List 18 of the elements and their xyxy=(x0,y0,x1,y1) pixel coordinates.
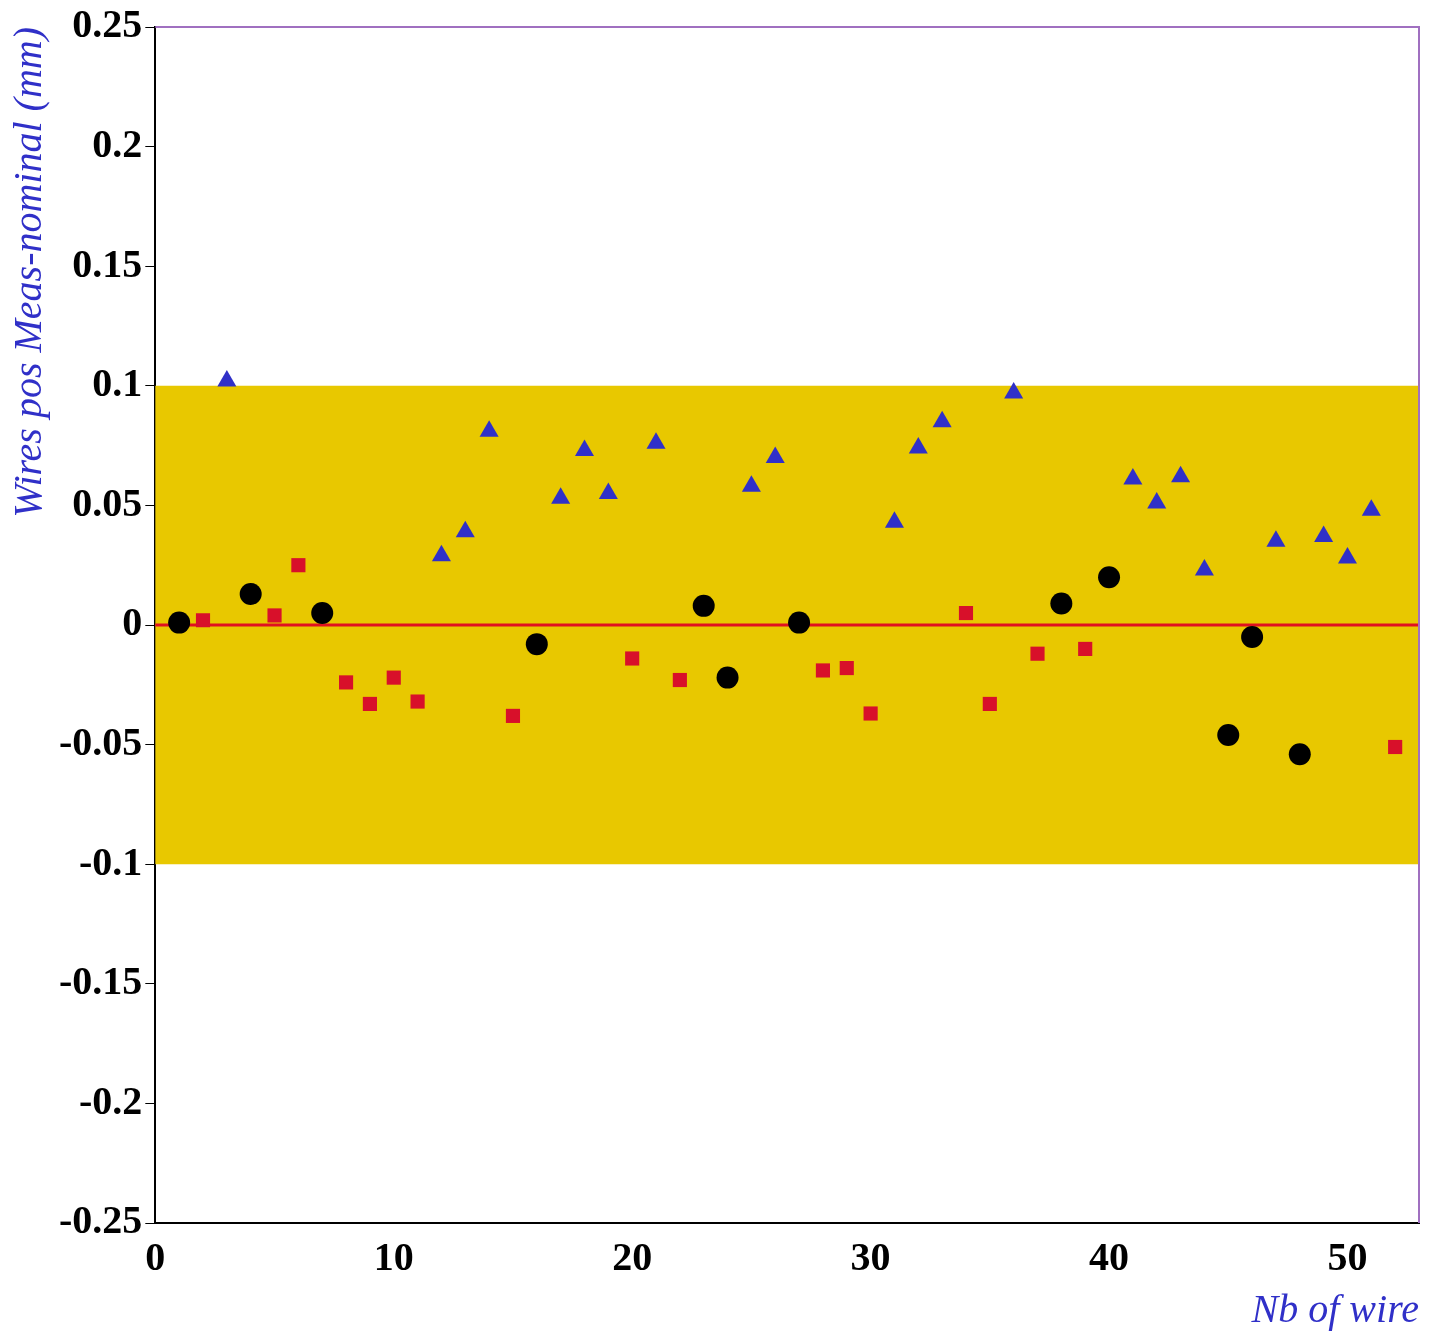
x-axis-title: Nb of wire xyxy=(1250,1285,1419,1331)
y-tick-label: -0.15 xyxy=(58,958,143,1004)
y-tick-label: -0.2 xyxy=(78,1077,143,1123)
y-tick-label: -0.1 xyxy=(78,838,143,884)
y-tick-label: 0.15 xyxy=(72,240,143,286)
x-tick-label: 40 xyxy=(1089,1234,1130,1280)
y-tick-label: 0 xyxy=(122,599,143,645)
y-tick-label: 0.2 xyxy=(92,120,143,166)
x-tick-label: 10 xyxy=(373,1234,414,1280)
x-tick-label: 30 xyxy=(850,1234,891,1280)
y-axis-title: Wires pos Meas-nominal (mm) xyxy=(4,27,50,518)
x-tick-label: 50 xyxy=(1327,1234,1368,1280)
y-tick-label: -0.25 xyxy=(58,1197,143,1243)
y-tick-label: -0.05 xyxy=(58,718,143,764)
y-tick-label: 0.1 xyxy=(92,360,143,406)
y-tick-label: 0.25 xyxy=(72,1,143,47)
x-tick-label: 20 xyxy=(612,1234,653,1280)
y-tick-label: 0.05 xyxy=(72,479,143,525)
